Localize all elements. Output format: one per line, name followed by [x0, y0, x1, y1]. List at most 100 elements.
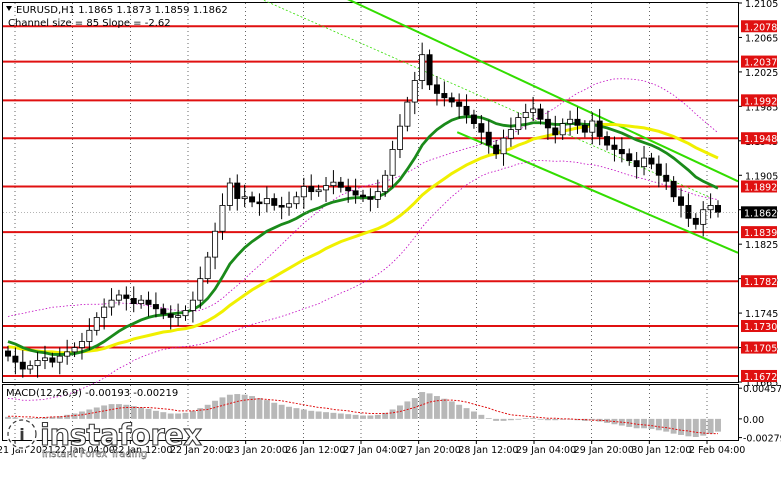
macd-bar — [389, 409, 396, 419]
macd-bar — [426, 393, 433, 419]
level-label: 1.1948 — [744, 134, 777, 145]
current-price-label: 1.1862 — [744, 208, 777, 219]
macd-bar — [34, 418, 41, 420]
candle-body — [337, 181, 344, 188]
candle-body — [537, 108, 544, 120]
macd-bar — [434, 396, 440, 419]
candle-body — [433, 84, 440, 94]
level-label: 1.1782 — [744, 277, 777, 288]
macd-tick-label: 0.00457 — [743, 384, 781, 395]
candle-body — [404, 101, 411, 127]
candle-body — [463, 105, 470, 116]
macd-bar — [42, 417, 48, 419]
macd-bar — [263, 400, 270, 419]
candle-body — [396, 125, 403, 150]
macd-bar — [470, 411, 477, 419]
candle-body — [448, 97, 455, 103]
macd-tick-label: -0.00279 — [743, 434, 781, 445]
macd-bar — [345, 414, 352, 419]
macd-bar — [145, 408, 152, 419]
instaforex-logo-icon: i — [6, 418, 38, 450]
main-plot-frame — [2, 2, 739, 383]
time-tick-label: 22 Jan 04:00 — [55, 445, 115, 456]
candle-body — [478, 123, 485, 133]
macd-bar — [382, 412, 389, 419]
chart-header-title: EURUSD,H1 1.1865 1.1873 1.1859 1.1862 — [16, 5, 228, 16]
candle-body — [34, 360, 41, 367]
macd-bar — [256, 398, 263, 419]
price-tick-label: 1.1745 — [745, 309, 778, 320]
candle-body — [182, 310, 189, 317]
macd-bar — [167, 413, 174, 419]
macd-bar — [278, 404, 285, 419]
macd-bar — [115, 404, 122, 419]
macd-bar — [707, 418, 714, 434]
macd-bar — [293, 408, 300, 419]
candle-body — [64, 351, 71, 357]
candle-body — [175, 315, 182, 318]
macd-bar — [197, 408, 204, 419]
candle-body — [278, 205, 285, 208]
chart-header-subtitle: Channel size = 85 Slope = -2.62 — [8, 18, 171, 29]
macd-bar — [411, 398, 418, 419]
level-label: 1.1992 — [744, 96, 777, 107]
macd-bar — [374, 414, 381, 419]
macd-bar — [71, 413, 78, 419]
candle-body — [5, 350, 11, 357]
macd-bar — [574, 418, 581, 421]
level-label: 1.2078 — [744, 22, 777, 33]
bollinger-lower-line — [7, 160, 719, 401]
candle-body — [152, 304, 159, 310]
macd-bar — [315, 411, 322, 419]
time-tick-label: 23 Jan 20:00 — [228, 445, 288, 456]
watermark-tagline: Instant Forex Trading — [42, 449, 147, 460]
macd-bar — [138, 407, 145, 419]
price-tick-label: 1.1985 — [745, 102, 778, 113]
macd-bar — [397, 405, 403, 419]
candle-body — [700, 209, 707, 225]
macd-bar — [367, 415, 374, 419]
time-tick-label: 22 Jan 12:00 — [112, 445, 172, 456]
macd-bar — [648, 418, 655, 429]
price-axis: 1.21051.20651.20251.19851.19451.19051.18… — [3, 0, 781, 445]
macd-bar — [633, 418, 640, 429]
candle-body — [655, 163, 662, 176]
time-tick-label: 28 Jan 12:00 — [458, 445, 518, 456]
macd-bar — [182, 412, 189, 419]
candle-body — [330, 181, 337, 187]
macd-bar — [64, 414, 71, 419]
macd-bar — [419, 392, 426, 419]
symbol-triangle-icon — [6, 6, 12, 11]
candle-body — [41, 357, 48, 361]
macd-bar — [589, 418, 596, 421]
macd-bar — [101, 405, 108, 419]
level-label-box — [741, 275, 777, 288]
candle-body — [271, 198, 278, 206]
level-label-box — [741, 369, 777, 382]
candle-body — [567, 118, 574, 124]
level-label-box — [741, 341, 777, 354]
candle-body — [485, 131, 492, 146]
candle-body — [93, 316, 100, 331]
macd-bar — [515, 418, 522, 420]
candle-body — [426, 54, 433, 86]
level-label-box — [741, 226, 777, 239]
level-label: 1.1839 — [744, 228, 777, 239]
time-tick-label: 27 Jan 04:00 — [343, 445, 403, 456]
macd-bar — [160, 412, 167, 419]
candle-body — [382, 174, 389, 193]
candle-body — [19, 361, 26, 370]
level-label: 1.2037 — [744, 58, 777, 69]
candle-body — [145, 299, 152, 305]
candle-body — [419, 54, 426, 81]
candle-body — [530, 108, 537, 113]
macd-bar — [678, 418, 684, 435]
macd-bar — [5, 416, 11, 419]
price-tick-label: 1.2105 — [745, 0, 778, 10]
macd-bar — [522, 418, 529, 420]
macd-bar — [663, 418, 670, 432]
macd-bar — [12, 417, 19, 419]
candle-body — [604, 136, 611, 146]
